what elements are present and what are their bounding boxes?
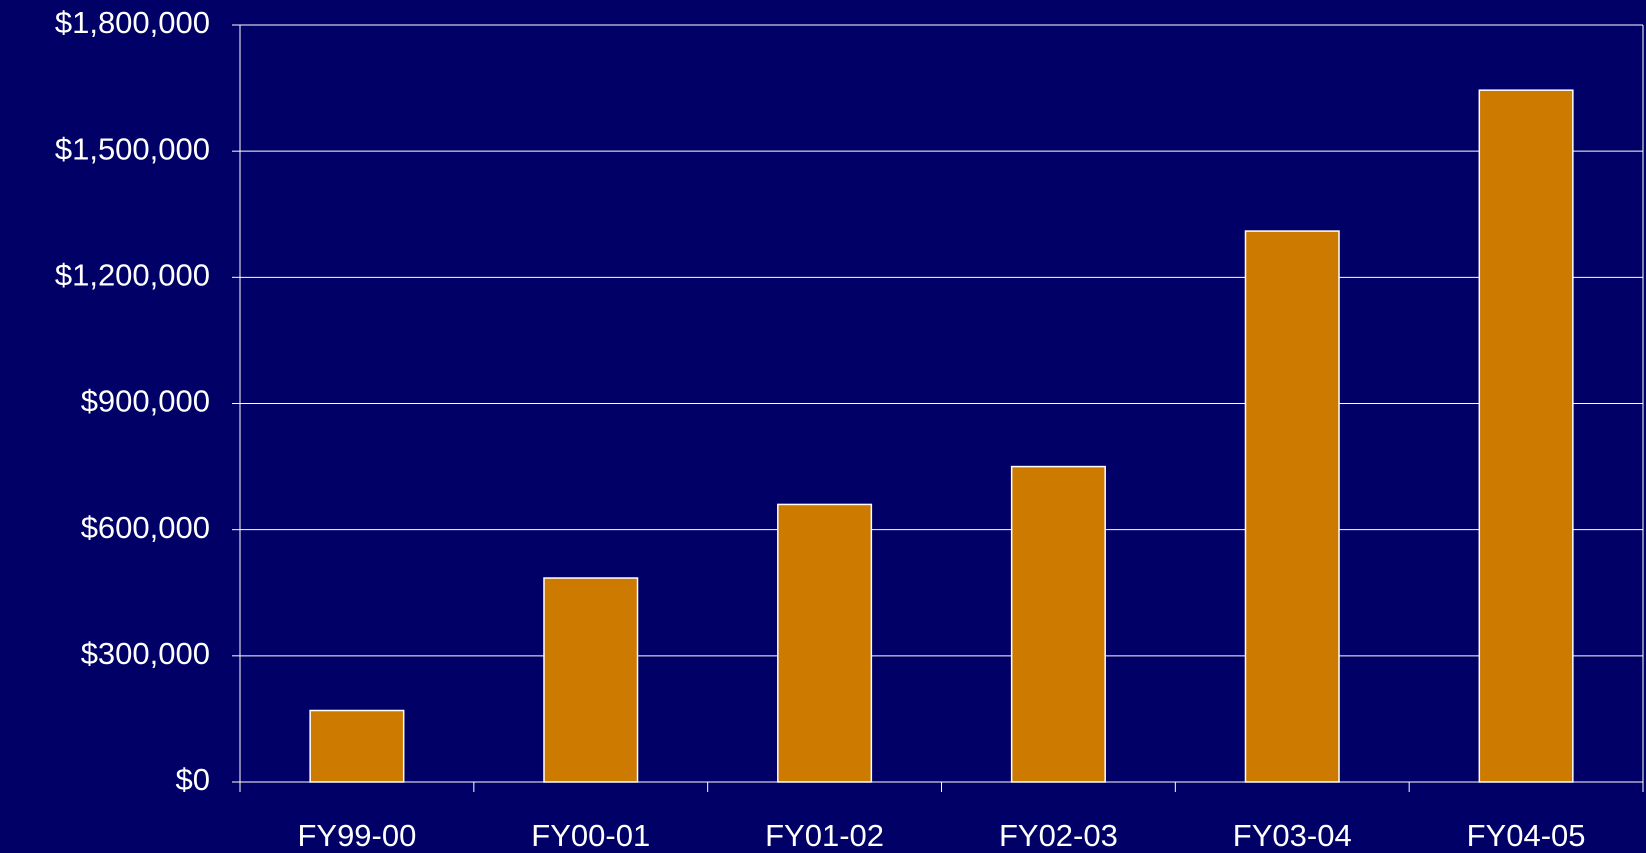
bar (777, 503, 873, 783)
bar (309, 709, 405, 783)
x-tick-label: FY99-00 (297, 818, 416, 853)
x-tick-label: FY00-01 (531, 818, 650, 853)
bar (1478, 89, 1574, 783)
y-tick-label: $300,000 (81, 636, 210, 671)
y-tick-label: $1,200,000 (55, 258, 210, 293)
bar (543, 577, 639, 783)
bar (1010, 465, 1106, 783)
y-tick-label: $0 (176, 762, 210, 797)
y-tick-label: $600,000 (81, 510, 210, 545)
y-tick-label: $1,500,000 (55, 131, 210, 166)
x-tick-label: FY03-04 (1233, 818, 1352, 853)
x-tick-label: FY01-02 (765, 818, 884, 853)
bar (1244, 230, 1340, 783)
y-tick-label: $1,800,000 (55, 5, 210, 40)
x-tick-label: FY04-05 (1467, 818, 1586, 853)
y-tick-label: $900,000 (81, 384, 210, 419)
x-tick-label: FY02-03 (999, 818, 1118, 853)
